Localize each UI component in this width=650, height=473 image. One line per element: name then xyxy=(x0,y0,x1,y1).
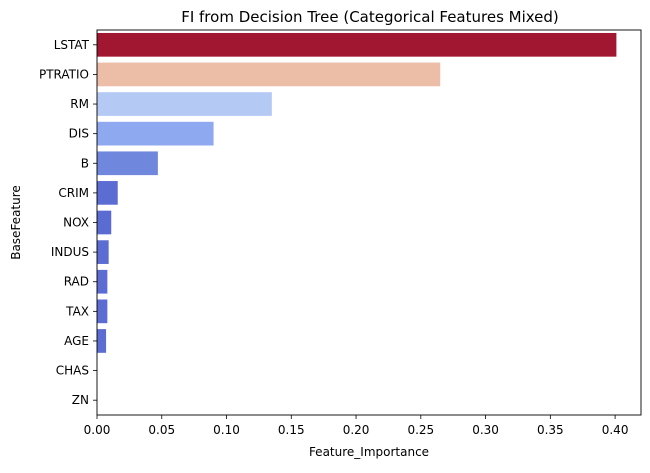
plot-frame xyxy=(96,29,642,416)
x-tick-label: 0.25 xyxy=(407,423,434,437)
y-tick-label: INDUS xyxy=(51,245,89,259)
bar-ptratio xyxy=(97,62,441,87)
x-tick-label: 0.10 xyxy=(213,423,240,437)
y-tick-label: PTRATIO xyxy=(39,67,89,81)
y-tick-label: TAX xyxy=(65,304,89,318)
y-axis-label: BaseFeature xyxy=(9,185,23,260)
bar-dis xyxy=(97,121,214,146)
bar-indus xyxy=(97,240,109,264)
bar-rad xyxy=(97,269,108,294)
x-tick-label: 0.15 xyxy=(278,423,305,437)
y-tick-label: RAD xyxy=(64,275,89,289)
y-tick-label: NOX xyxy=(63,216,89,230)
x-axis-label: Feature_Importance xyxy=(309,445,429,459)
y-axis-ticks: LSTAT PTRATIO RM DIS B CRIM NOX INDUS RAD TAX AGE C… xyxy=(39,38,97,407)
chart-title: FI from Decision Tree (Categorical Featu… xyxy=(181,8,559,26)
y-tick-label: CHAS xyxy=(56,364,89,378)
bar-tax xyxy=(97,299,108,324)
y-tick-label: ZN xyxy=(72,393,89,407)
y-tick-label: DIS xyxy=(69,127,89,141)
x-tick-label: 0.05 xyxy=(148,423,175,437)
y-tick-label: AGE xyxy=(64,334,89,348)
x-axis-ticks: 0.00 0.05 0.10 0.15 0.20 0.25 0.30 0.35 0.40 xyxy=(84,415,629,437)
x-tick-label: 0.20 xyxy=(343,423,370,437)
y-tick-label: CRIM xyxy=(58,186,89,200)
bar-lstat xyxy=(97,32,617,57)
x-tick-label: 0.35 xyxy=(537,423,564,437)
bar-nox xyxy=(97,210,112,235)
bars-group xyxy=(97,32,617,353)
bar-crim xyxy=(97,181,118,205)
x-tick-label: 0.30 xyxy=(472,423,499,437)
x-tick-label: 0.00 xyxy=(84,423,111,437)
y-tick-label: LSTAT xyxy=(54,38,90,52)
bar-b xyxy=(97,151,158,176)
y-tick-label: RM xyxy=(70,97,89,111)
bar-rm xyxy=(97,92,272,116)
x-tick-label: 0.40 xyxy=(602,423,629,437)
y-tick-label: B xyxy=(81,156,89,170)
bar-age xyxy=(97,329,107,353)
